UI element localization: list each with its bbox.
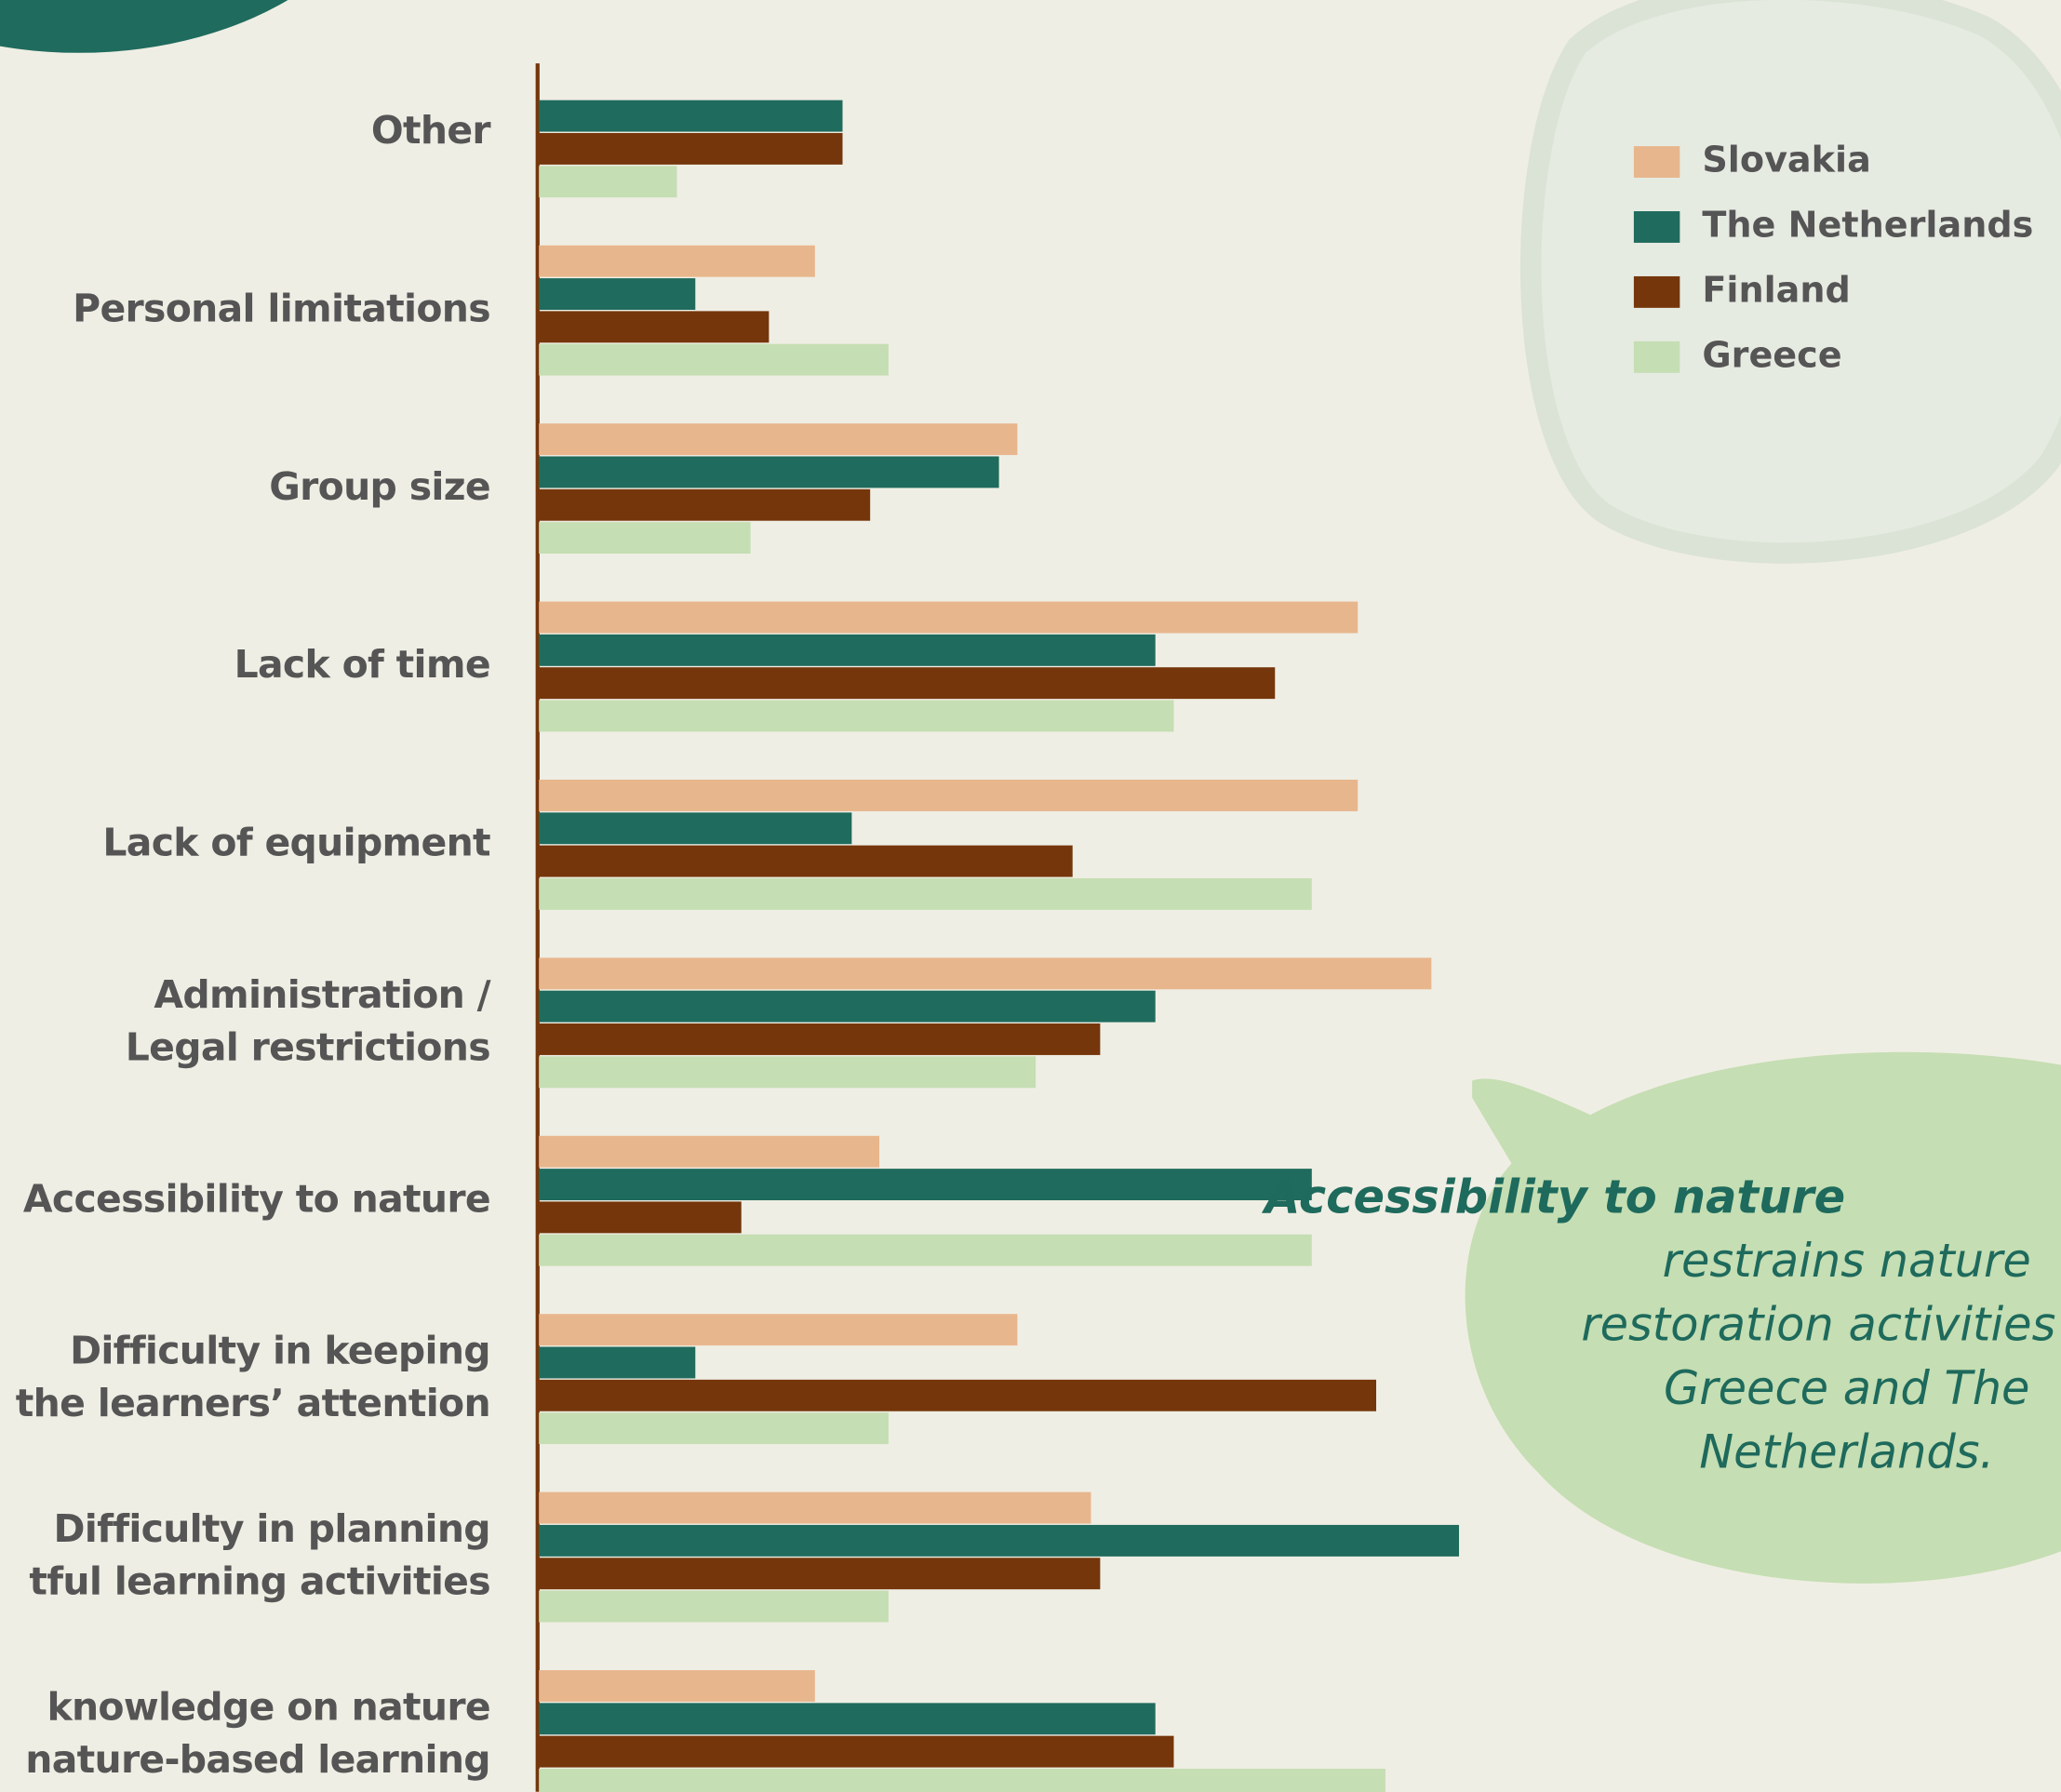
category-label: Personal limitations	[73, 286, 490, 330]
category-label: Accessibility to nature	[23, 1176, 490, 1221]
bar	[539, 311, 769, 342]
legend-swatch	[1634, 146, 1680, 178]
bar	[539, 1201, 742, 1233]
category-label: knowledge on nature	[47, 1684, 489, 1729]
bar	[539, 1703, 1156, 1734]
callout-line: Greece and The	[1664, 1361, 2029, 1415]
bar	[539, 1670, 815, 1702]
bar	[539, 812, 851, 844]
bar	[539, 133, 842, 165]
bar	[539, 1492, 1091, 1524]
bar	[539, 1056, 1036, 1088]
bar	[539, 423, 1017, 455]
category-label: Other	[371, 108, 491, 153]
bar	[539, 846, 1073, 877]
category-label: Difficulty in planning	[53, 1506, 489, 1551]
bar	[539, 1023, 1100, 1055]
legend-swatch	[1634, 276, 1680, 308]
bar	[539, 344, 889, 376]
category-label: Difficulty in keeping	[70, 1329, 490, 1373]
bar	[539, 522, 750, 554]
bar	[539, 1769, 1385, 1792]
callout-line: Accessibility to nature	[1261, 1170, 1845, 1224]
bar	[539, 1136, 879, 1168]
bar	[539, 166, 676, 197]
bar	[539, 635, 1156, 666]
legend-label: Greece	[1702, 334, 1841, 375]
bar	[539, 1347, 695, 1379]
bar	[539, 957, 1431, 989]
bar	[539, 1169, 1312, 1200]
legend-label: The Netherlands	[1702, 204, 2033, 245]
legend-label: Slovakia	[1702, 140, 1870, 181]
bar	[539, 278, 695, 310]
bar	[539, 1525, 1459, 1557]
bar	[539, 667, 1275, 699]
category-label: Lack of time	[234, 642, 490, 687]
bar	[539, 1591, 889, 1623]
category-label: Administration /	[154, 972, 490, 1017]
bar	[539, 991, 1156, 1023]
legend-label: Finland	[1702, 269, 1850, 310]
chart: Other Personal limitations Group size Lack …	[0, 0, 2061, 1792]
bar	[539, 1412, 889, 1444]
bar	[539, 701, 1173, 732]
bar	[539, 602, 1358, 634]
bar	[539, 878, 1312, 910]
bar	[539, 1235, 1312, 1266]
category-label: nature-based learning	[25, 1737, 490, 1782]
bar	[539, 780, 1358, 811]
bar	[539, 489, 870, 521]
callout-line: Netherlands.	[1699, 1425, 1994, 1479]
bar	[539, 1736, 1173, 1768]
legend-swatch	[1634, 341, 1680, 373]
category-label: tful learning activities	[29, 1559, 489, 1604]
category-label: Lack of equipment	[102, 821, 490, 865]
category-label: the learners’ attention	[16, 1381, 490, 1425]
category-label: Legal restrictions	[126, 1024, 490, 1069]
bar	[539, 246, 815, 277]
legend-swatch	[1634, 211, 1680, 243]
bar	[539, 1314, 1017, 1345]
callout-line: restrains nature	[1663, 1234, 2031, 1288]
bar	[539, 456, 998, 488]
bar	[539, 1380, 1376, 1411]
bar	[539, 100, 842, 132]
bar	[539, 1558, 1100, 1589]
category-label: Group size	[269, 464, 490, 509]
callout-line: restoration activities in	[1581, 1298, 2061, 1352]
page: {"chart_data": {"type": "hbar", "categor…	[0, 0, 2061, 1792]
